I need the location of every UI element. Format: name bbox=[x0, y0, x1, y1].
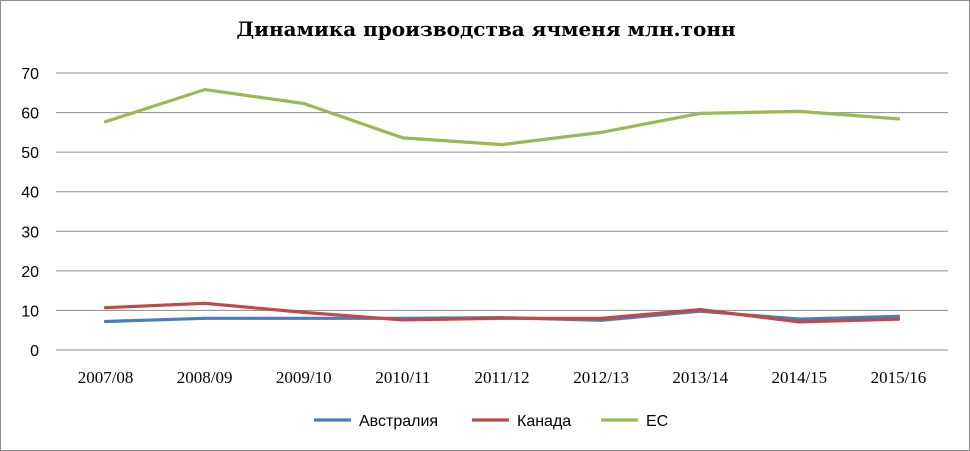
x-tick-label: 2010/11 bbox=[375, 368, 430, 387]
x-tick-label: 2008/09 bbox=[177, 368, 233, 387]
data-point bbox=[203, 301, 207, 305]
data-point bbox=[203, 316, 207, 320]
data-point bbox=[103, 306, 108, 310]
legend-label: Канада bbox=[517, 413, 571, 430]
data-point bbox=[500, 316, 504, 320]
data-point bbox=[797, 109, 801, 113]
data-point bbox=[103, 120, 108, 124]
y-tick-label: 0 bbox=[30, 343, 39, 360]
data-point bbox=[896, 317, 901, 321]
legend-label: ЕС bbox=[646, 413, 668, 430]
data-point bbox=[302, 316, 306, 320]
data-point bbox=[896, 314, 901, 318]
y-tick-label: 70 bbox=[21, 66, 39, 83]
data-point bbox=[302, 101, 306, 106]
y-tick-label: 10 bbox=[21, 303, 39, 320]
data-point bbox=[401, 318, 405, 322]
data-point bbox=[896, 117, 901, 121]
x-tick-label: 2014/15 bbox=[771, 368, 827, 387]
data-point bbox=[103, 319, 108, 324]
x-tick-label: 2009/10 bbox=[276, 368, 332, 387]
y-tick-label: 40 bbox=[21, 185, 39, 202]
x-tick-label: 2015/16 bbox=[871, 368, 927, 387]
data-point bbox=[797, 320, 801, 324]
x-tick-label: 2011/12 bbox=[474, 368, 529, 387]
data-point bbox=[203, 88, 207, 92]
legend-label: Австралия bbox=[359, 413, 438, 430]
y-tick-label: 50 bbox=[21, 145, 39, 162]
y-tick-label: 20 bbox=[21, 264, 39, 281]
x-tick-label: 2007/08 bbox=[78, 368, 134, 387]
data-point bbox=[698, 308, 702, 312]
data-point bbox=[698, 111, 702, 115]
x-tick-label: 2013/14 bbox=[672, 368, 728, 387]
y-tick-label: 60 bbox=[21, 106, 39, 123]
data-point bbox=[599, 130, 603, 134]
y-tick-label: 30 bbox=[21, 224, 39, 241]
data-point bbox=[797, 317, 801, 321]
data-point bbox=[302, 310, 306, 315]
data-point bbox=[599, 316, 603, 320]
x-tick-label: 2012/13 bbox=[573, 368, 629, 387]
data-point bbox=[401, 136, 405, 140]
series-line-3 bbox=[103, 87, 901, 147]
data-point bbox=[500, 143, 504, 147]
chart-title: Динамика производства ячменя млн.тонн bbox=[236, 17, 736, 41]
